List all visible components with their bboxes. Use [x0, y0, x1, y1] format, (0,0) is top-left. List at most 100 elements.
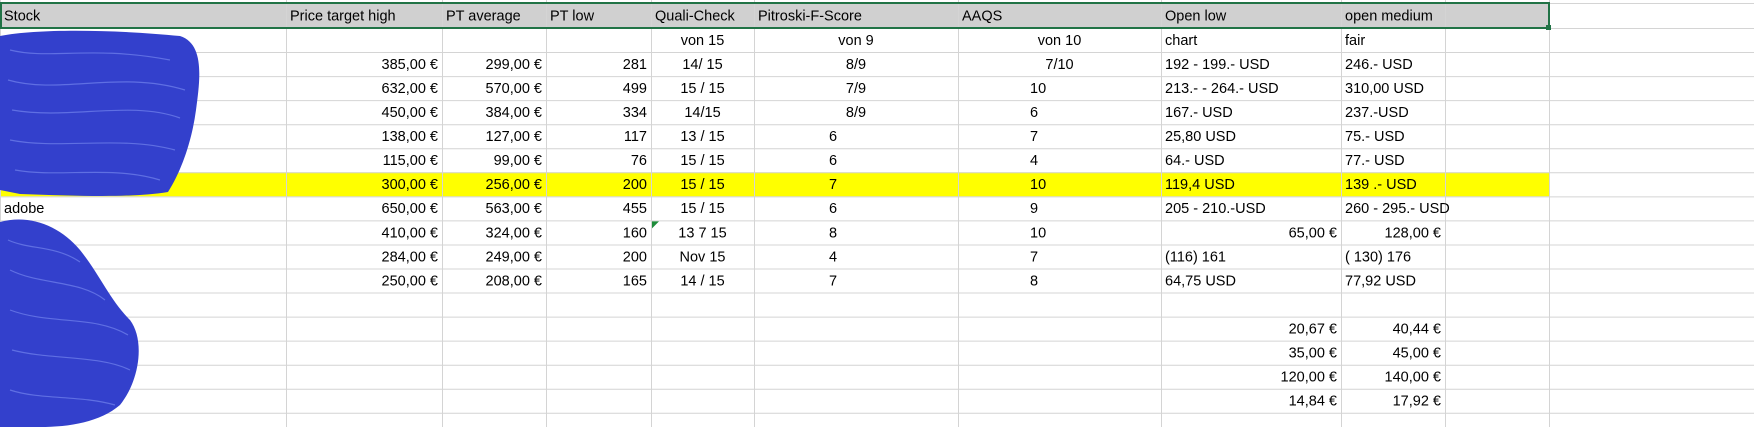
cell: 17,92 € — [1393, 394, 1441, 410]
redaction — [0, 30, 200, 196]
cell: 10 — [1030, 177, 1046, 193]
header-cell: Stock — [4, 8, 41, 24]
cell: 4 — [829, 249, 837, 265]
cell: 410,00 € — [382, 225, 438, 241]
cell: 139 .- USD — [1345, 177, 1417, 193]
cell: 250,00 € — [382, 273, 438, 289]
cell: 192 - 199.- USD — [1165, 57, 1270, 73]
cell: 13 7 15 — [678, 225, 726, 241]
cell: 14/15 — [684, 105, 720, 121]
cell: ( 130) 176 — [1345, 249, 1411, 265]
cell: 281 — [623, 57, 647, 73]
cell: 300,00 € — [382, 177, 438, 193]
cell: 8 — [1030, 273, 1038, 289]
cell: 117 — [624, 129, 647, 145]
header-cell: Pitroski-F-Score — [758, 8, 862, 24]
cell: 200 — [623, 177, 647, 193]
header-cell: Open low — [1165, 8, 1227, 24]
cell: 64,75 USD — [1165, 273, 1236, 289]
header-cell: PT average — [446, 8, 521, 24]
row-highlight — [0, 172, 1549, 197]
cell: 75.- USD — [1345, 129, 1405, 145]
cell: 8/9 — [846, 105, 866, 121]
cell: adobe — [4, 201, 44, 217]
cell: 7 — [829, 177, 837, 193]
cell: 160 — [623, 225, 647, 241]
selection-handle — [1546, 25, 1551, 30]
cell: 284,00 € — [382, 249, 438, 265]
selection-border — [0, 2, 1550, 29]
cell: 246.- USD — [1345, 57, 1413, 73]
cell: 15 / 15 — [680, 81, 724, 97]
cell: 9 — [1030, 201, 1038, 217]
cell: 237.-USD — [1345, 105, 1409, 121]
header-bg — [0, 3, 1549, 28]
cell: 7 — [1030, 129, 1038, 145]
cell: 140,00 € — [1385, 370, 1441, 386]
cell: 650,00 € — [382, 201, 438, 217]
cell: 256,00 € — [486, 177, 542, 193]
cell: 4 — [1030, 153, 1038, 169]
cell: 35,00 € — [1289, 346, 1337, 362]
cell-backgrounds — [0, 3, 1549, 197]
cell: 6 — [829, 201, 837, 217]
cell: 15 / 15 — [680, 177, 724, 193]
cell: 65,00 € — [1289, 225, 1337, 241]
cell: 167.- USD — [1165, 105, 1233, 121]
cell: 15 / 15 — [680, 201, 724, 217]
cell: 15 / 15 — [680, 153, 724, 169]
header-cell: Quali-Check — [655, 8, 736, 24]
cell: 7 — [1030, 249, 1038, 265]
cell: Nov 15 — [680, 249, 726, 265]
cell: 128,00 € — [1385, 225, 1441, 241]
cell: 385,00 € — [382, 57, 438, 73]
cell: 299,00 € — [486, 57, 542, 73]
error-indicator — [652, 221, 659, 229]
cell: 7/10 — [1045, 57, 1073, 73]
cell: 205 - 210.-USD — [1165, 201, 1266, 217]
header-cell: PT low — [550, 8, 595, 24]
cell: 7/9 — [846, 81, 866, 97]
cell: 8/9 — [846, 57, 866, 73]
cell: 455 — [623, 201, 647, 217]
cell: 200 — [623, 249, 647, 265]
cell: von 9 — [838, 33, 873, 49]
cells: Stock Price target high PT average PT low Qu… — [4, 8, 1450, 409]
cell: 6 — [829, 129, 837, 145]
cell: 6 — [1030, 105, 1038, 121]
cell: 450,00 € — [382, 105, 438, 121]
scribble-texture — [7, 49, 186, 406]
redaction — [0, 219, 139, 427]
cell: 563,00 € — [486, 201, 542, 217]
cell: 40,44 € — [1393, 321, 1441, 337]
cell: (116) 161 — [1165, 249, 1226, 265]
cell: 7 — [829, 273, 837, 289]
cell: 165 — [623, 273, 647, 289]
cell: 76 — [631, 153, 647, 169]
header-cell: Price target high — [290, 8, 396, 24]
cell: 499 — [623, 81, 647, 97]
cell: 99,00 € — [494, 153, 542, 169]
header-cell: open medium — [1345, 8, 1433, 24]
cell: 213.- - 264.- USD — [1165, 81, 1279, 97]
header-cell: AAQS — [962, 8, 1002, 24]
cell: 632,00 € — [382, 81, 438, 97]
cell: 64.- USD — [1165, 153, 1225, 169]
cell: 45,00 € — [1393, 346, 1441, 362]
cell: 25,80 USD — [1165, 129, 1236, 145]
cell: 334 — [623, 105, 647, 121]
cell: 119,4 USD — [1165, 177, 1235, 193]
cell: 249,00 € — [486, 249, 542, 265]
cell: 384,00 € — [486, 105, 542, 121]
cell: 10 — [1030, 81, 1046, 97]
cell: 260 - 295.- USD — [1345, 201, 1450, 217]
cell: von 10 — [1038, 33, 1082, 49]
cell: 208,00 € — [486, 273, 542, 289]
cell: von 15 — [681, 33, 725, 49]
cell: 77.- USD — [1345, 153, 1405, 169]
cell: fair — [1345, 33, 1365, 49]
cell: 570,00 € — [486, 81, 542, 97]
cell: 324,00 € — [486, 225, 542, 241]
